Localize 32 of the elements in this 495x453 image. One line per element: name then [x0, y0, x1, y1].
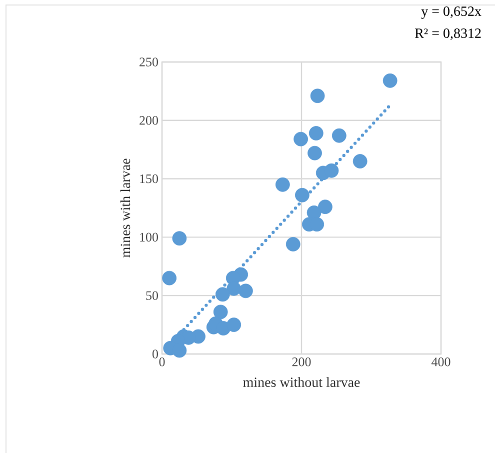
- y-tick-label: 200: [140, 116, 158, 125]
- y-tick-label: 150: [140, 174, 158, 184]
- point: [238, 284, 253, 298]
- point: [382, 73, 398, 88]
- y-tick-label: 250: [140, 58, 158, 66]
- point: [310, 88, 325, 104]
- y-tick-label: 0: [152, 350, 158, 358]
- point: [295, 188, 310, 202]
- point: [318, 200, 332, 214]
- point: [213, 304, 228, 320]
- y-tick-label: 50: [146, 291, 158, 300]
- point: [215, 287, 230, 302]
- x-tick-label: 200: [292, 358, 311, 366]
- point: [275, 177, 290, 192]
- point: [286, 236, 300, 252]
- x-tick-label: 400: [432, 358, 450, 366]
- point: [352, 154, 368, 168]
- point: [308, 126, 324, 140]
- point: [308, 146, 322, 160]
- x-axis-title: mines without larvae: [243, 377, 360, 387]
- point: [226, 318, 242, 332]
- text: y = 0,652x: [421, 6, 482, 19]
- point: [172, 343, 187, 358]
- point: [294, 132, 308, 146]
- point: [172, 231, 187, 246]
- x-tick-label: 0: [159, 358, 165, 366]
- y-tick-label: 100: [140, 232, 158, 242]
- point: [324, 163, 339, 178]
- point: [162, 270, 177, 286]
- text: R² = 0,8312: [414, 28, 481, 40]
- point: [332, 128, 346, 143]
- y-axis-title: mines with larvae: [120, 158, 130, 258]
